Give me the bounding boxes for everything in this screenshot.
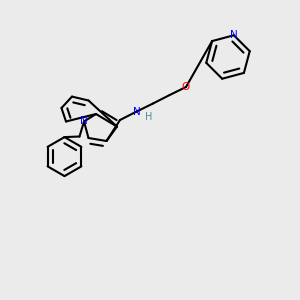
Text: N: N [133, 106, 140, 117]
Text: N: N [230, 30, 238, 40]
Text: H: H [146, 112, 153, 122]
Text: O: O [182, 82, 190, 92]
Text: N: N [80, 116, 88, 127]
